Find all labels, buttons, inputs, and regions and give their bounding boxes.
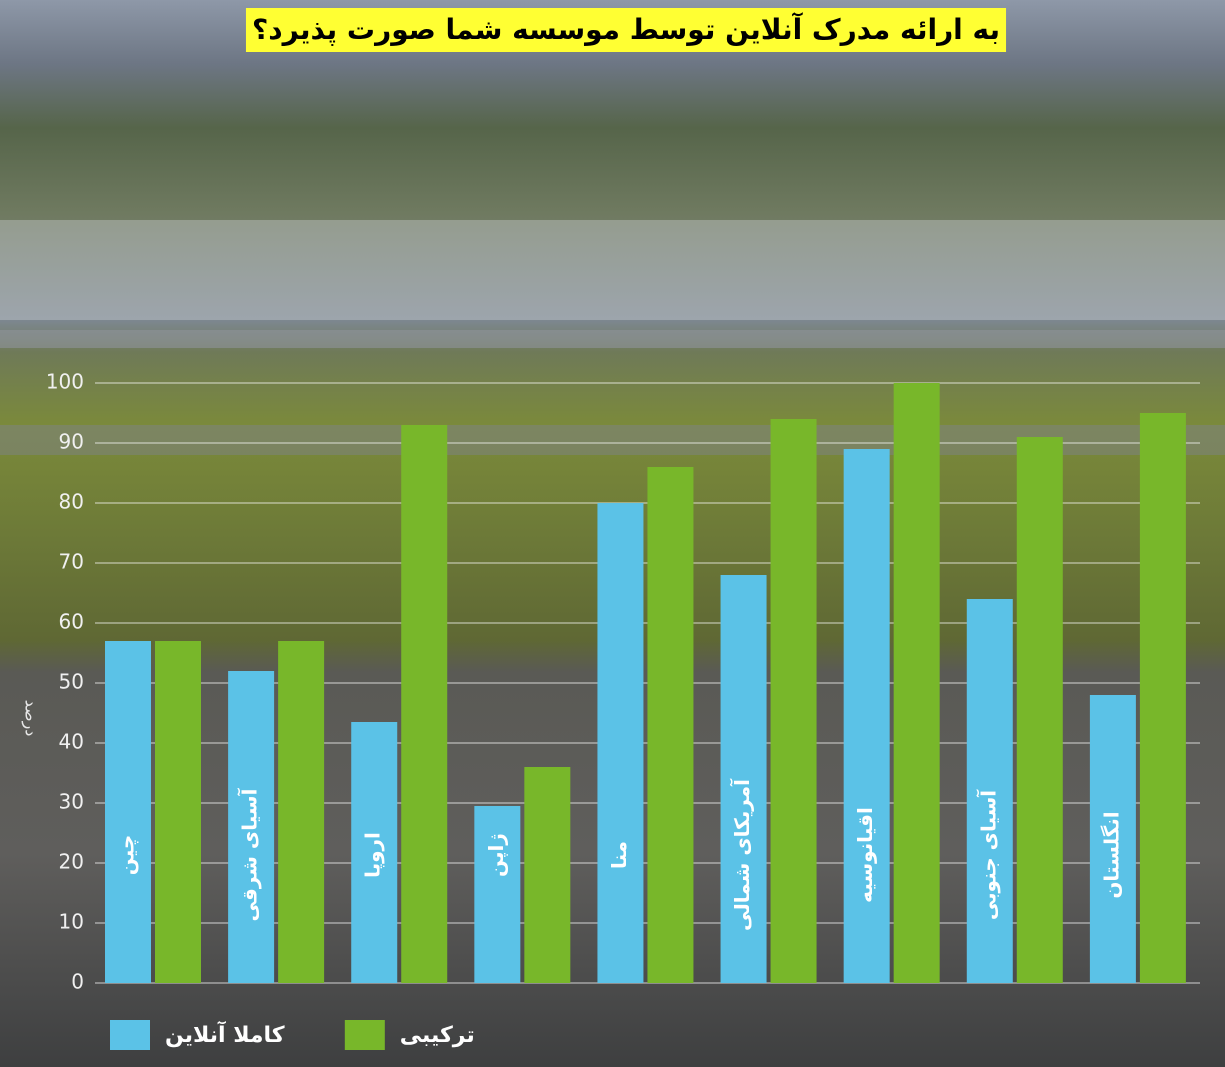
y-axis-label: درصد	[21, 700, 41, 737]
category-label: منا	[607, 841, 631, 869]
y-tick-label: 80	[59, 490, 84, 514]
bar	[771, 419, 817, 983]
y-tick-label: 60	[59, 610, 84, 634]
y-tick-label: 40	[59, 730, 84, 754]
y-tick-label: 50	[59, 670, 84, 694]
aircraft-row	[0, 220, 1225, 320]
bar	[597, 503, 643, 983]
category-label: اقیانوسیه	[853, 807, 877, 903]
chart-title: به ارائه مدرک آنلاین توسط موسسه شما صورت…	[252, 12, 1000, 46]
bar	[105, 641, 151, 983]
y-tick-label: 100	[46, 370, 84, 394]
y-tick-label: 30	[59, 790, 84, 814]
bar	[1140, 413, 1186, 983]
y-tick-label: 10	[59, 910, 84, 934]
y-tick-label: 0	[71, 970, 84, 994]
y-tick-label: 70	[59, 550, 84, 574]
infographic: به ارائه مدرک آنلاین توسط موسسه شما صورت…	[0, 0, 1225, 1067]
category-label: اروپا	[361, 832, 386, 878]
bar	[401, 425, 447, 983]
bar	[474, 806, 520, 983]
legend-label: ترکیبی	[400, 1023, 475, 1048]
category-label: آسیای جنوبی	[975, 789, 1000, 920]
runway	[0, 330, 1225, 348]
bar	[894, 383, 940, 983]
bar	[278, 641, 324, 983]
category-label: چین	[115, 835, 140, 876]
category-label: آمریکای شمالی	[729, 778, 754, 931]
legend-label: کاملا آنلاین	[165, 1020, 285, 1048]
category-label: آسیای شرقی	[237, 787, 262, 921]
y-tick-label: 20	[59, 850, 84, 874]
category-label: انگلستان	[1099, 811, 1123, 898]
bar	[1017, 437, 1063, 983]
bar	[155, 641, 201, 983]
bar	[524, 767, 570, 983]
legend-swatch	[110, 1020, 150, 1050]
legend-swatch	[345, 1020, 385, 1050]
category-label: ژاپن	[484, 833, 509, 877]
y-tick-label: 90	[59, 430, 84, 454]
bar	[647, 467, 693, 983]
